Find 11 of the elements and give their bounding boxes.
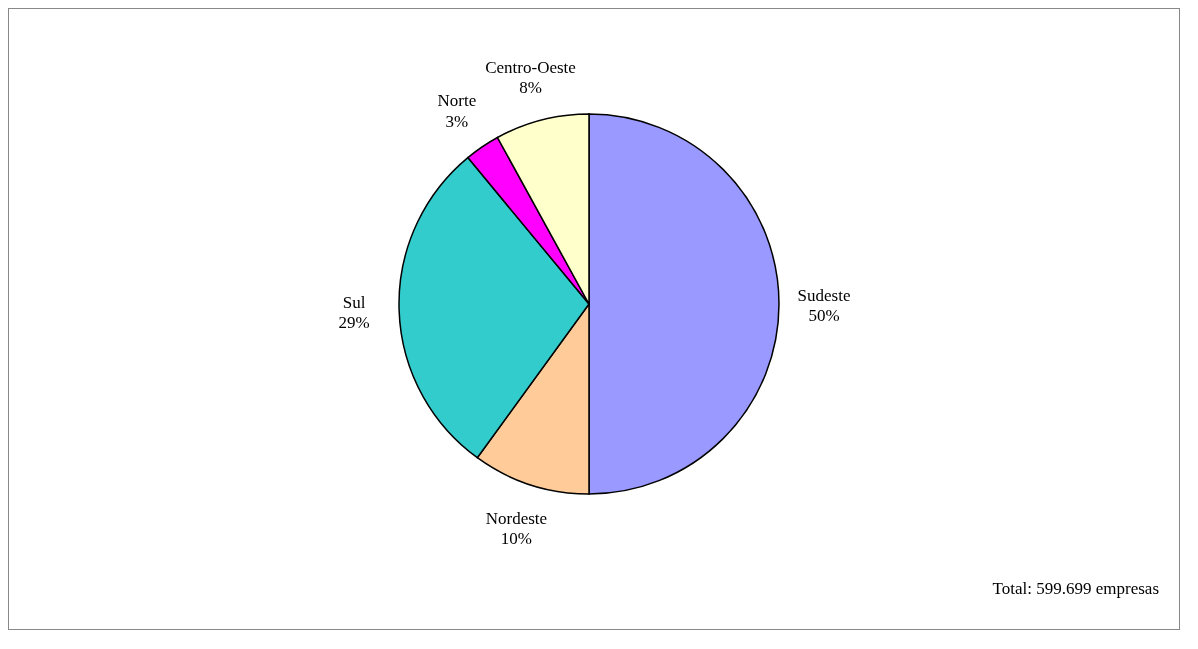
slice-label: Centro-Oeste — [485, 57, 576, 77]
slice-label: Nordeste — [485, 509, 548, 529]
data-label: 29% — [338, 313, 370, 333]
text: Total: 599.699 empresas — [992, 579, 1159, 599]
slice-label: Norte — [437, 91, 477, 111]
data-label: 50% — [808, 306, 840, 325]
data-label: 3% — [445, 111, 469, 131]
slice-label: Sul — [342, 292, 366, 312]
slice-label: Sudeste — [797, 285, 851, 305]
data-label: 10% — [500, 529, 532, 549]
data-label: 8% — [519, 78, 542, 98]
